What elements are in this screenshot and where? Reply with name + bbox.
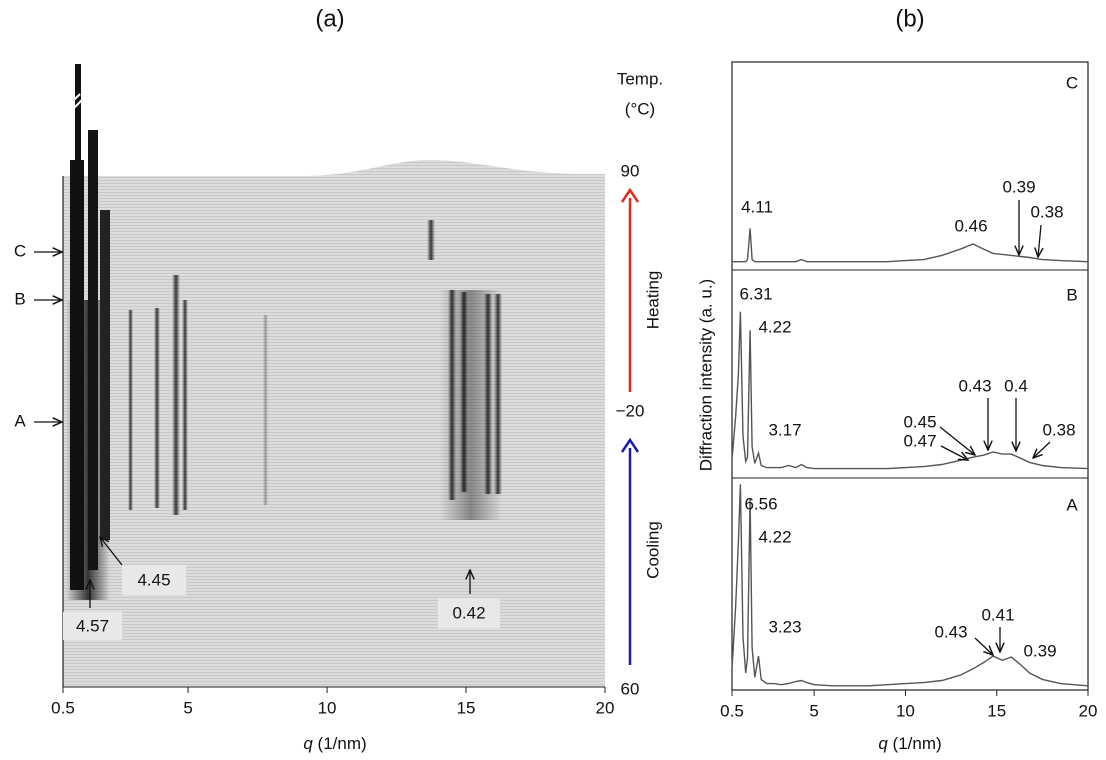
- x-tick-label: 0.5: [51, 698, 75, 717]
- intensity-line: [731, 484, 1089, 687]
- intensity-line: [731, 311, 1089, 470]
- peak-label: 0.45: [903, 412, 936, 431]
- temp-marker: 90: [621, 161, 640, 180]
- peak-label: 0.42: [452, 603, 485, 622]
- x-tick-label: 20: [1079, 701, 1098, 720]
- peak-label: 4.45: [137, 570, 170, 589]
- x-tick-label: 15: [987, 701, 1006, 720]
- peak-label: 3.17: [768, 420, 801, 439]
- peak-label: 0.43: [958, 376, 991, 395]
- temp-label: (°C): [625, 99, 655, 118]
- label-box: [438, 598, 500, 628]
- panel-frame: [731, 61, 1089, 691]
- scan-label: B: [14, 289, 25, 308]
- series-name: B: [1066, 285, 1077, 304]
- peak-label: 0.46: [954, 216, 987, 235]
- arrow: [100, 537, 123, 566]
- arrow: [940, 445, 968, 460]
- segment-label: Heating: [643, 271, 662, 330]
- x-axis-label-symbol: q: [303, 734, 313, 753]
- intensity-line: [732, 228, 1089, 263]
- x-axis-label-unit: (1/nm): [888, 734, 942, 753]
- peak-label: 0.47: [903, 431, 936, 450]
- arrow: [1033, 441, 1051, 458]
- panel-title: (b): [895, 5, 924, 32]
- peak-label: 4.57: [76, 616, 109, 635]
- peak-label: 4.11: [741, 197, 773, 216]
- x-tick-label: 0.5: [720, 701, 744, 720]
- temp-arrow-head: [620, 437, 640, 453]
- peak-label: 0.38: [1030, 202, 1063, 221]
- x-axis-label: q (1/nm): [878, 734, 941, 753]
- peak-label: 6.56: [744, 494, 777, 513]
- peak-label: 4.22: [758, 527, 791, 546]
- peak-label: 0.39: [1023, 641, 1056, 660]
- arrow: [1038, 224, 1041, 257]
- temp-label: Temp.: [617, 69, 663, 88]
- x-tick-label: 10: [896, 701, 915, 720]
- peak-label: 0.43: [934, 622, 967, 641]
- x-tick-label: 5: [183, 698, 192, 717]
- segment-label: Cooling: [643, 521, 662, 579]
- label-box: [63, 612, 122, 640]
- waterfall-image: [62, 64, 605, 687]
- peak-label: 6.31: [739, 284, 772, 303]
- peak-label: 3.23: [768, 617, 801, 636]
- panel-title: (a): [315, 5, 344, 32]
- temp-arrow-head: [620, 187, 640, 203]
- peak-label: 0.41: [981, 605, 1014, 624]
- x-tick-label: 15: [457, 698, 476, 717]
- x-tick-label: 10: [318, 698, 337, 717]
- scan-label: C: [14, 241, 26, 260]
- y-axis-label: Diffraction intensity (a. u.): [696, 279, 715, 471]
- series-name: C: [1066, 73, 1078, 92]
- label-box: [122, 565, 186, 595]
- series-name: A: [1066, 495, 1078, 514]
- x-tick-label: 20: [596, 698, 615, 717]
- x-axis-label-unit: (1/nm): [313, 734, 367, 753]
- x-axis-label-symbol: q: [878, 734, 888, 753]
- peak-label: 0.39: [1002, 177, 1035, 196]
- scan-label: A: [14, 411, 26, 430]
- peak-label: 4.22: [758, 317, 791, 336]
- arrow: [974, 637, 993, 655]
- x-tick-label: 5: [809, 701, 818, 720]
- temp-marker: −20: [616, 401, 645, 420]
- arrow: [939, 426, 975, 455]
- peak-label: 0.38: [1042, 420, 1075, 439]
- temp-marker: 60: [621, 679, 640, 698]
- peak-label: 0.4: [1004, 376, 1028, 395]
- x-axis-label: q (1/nm): [303, 734, 366, 753]
